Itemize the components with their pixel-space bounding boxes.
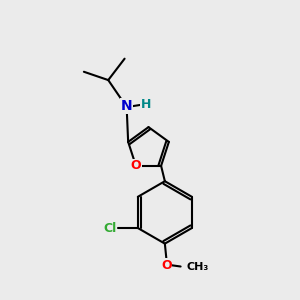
Text: H: H bbox=[141, 98, 151, 111]
Text: Cl: Cl bbox=[103, 221, 116, 235]
Text: N: N bbox=[121, 99, 133, 113]
Text: CH₃: CH₃ bbox=[187, 262, 209, 272]
Text: O: O bbox=[161, 259, 172, 272]
Text: O: O bbox=[130, 159, 141, 172]
